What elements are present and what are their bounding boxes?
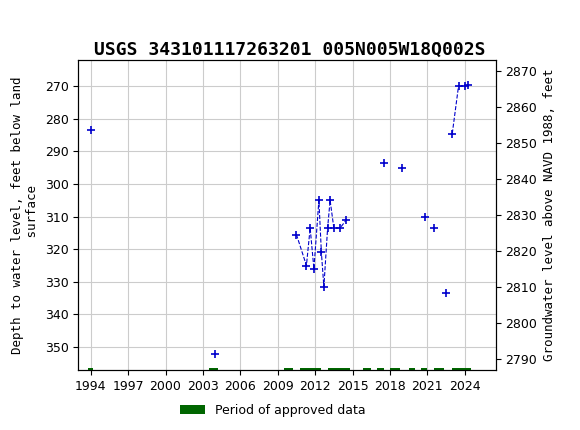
Y-axis label: Depth to water level, feet below land
 surface: Depth to water level, feet below land su… — [11, 76, 39, 354]
Text: ≡USGS: ≡USGS — [12, 9, 70, 28]
Text: USGS 343101117263201 005N005W18Q002S: USGS 343101117263201 005N005W18Q002S — [94, 40, 486, 58]
Y-axis label: Groundwater level above NAVD 1988, feet: Groundwater level above NAVD 1988, feet — [543, 69, 556, 361]
Legend: Period of approved data: Period of approved data — [175, 399, 371, 421]
